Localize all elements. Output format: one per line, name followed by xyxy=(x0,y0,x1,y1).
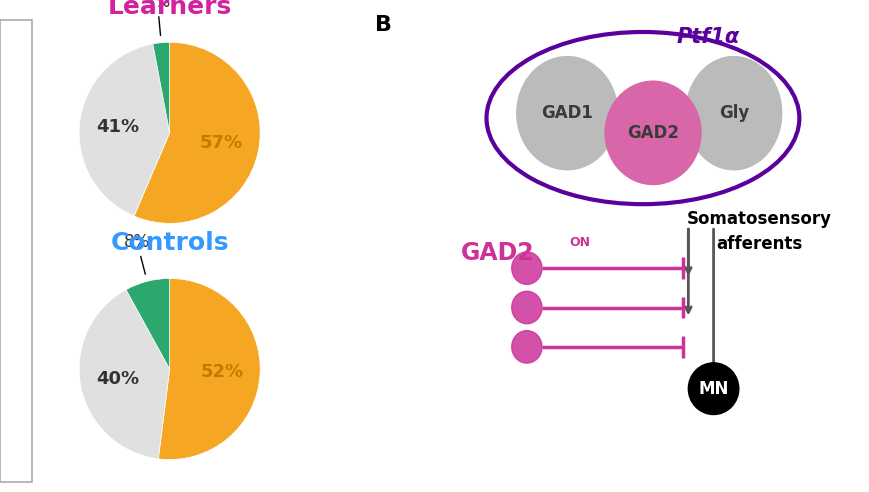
Text: Somatosensory: Somatosensory xyxy=(686,210,831,228)
Text: ON: ON xyxy=(569,236,590,248)
Text: 8%: 8% xyxy=(123,233,149,274)
Text: GAD2: GAD2 xyxy=(627,124,678,142)
Ellipse shape xyxy=(516,57,617,170)
Text: 52%: 52% xyxy=(200,363,243,381)
Ellipse shape xyxy=(511,252,541,284)
Wedge shape xyxy=(134,42,260,223)
Title: Learners: Learners xyxy=(108,0,231,19)
Ellipse shape xyxy=(687,363,738,414)
Text: MN: MN xyxy=(698,380,728,398)
Text: Gly: Gly xyxy=(718,104,748,122)
Text: 57%: 57% xyxy=(199,134,242,153)
Text: GAD2: GAD2 xyxy=(461,242,534,265)
Text: Ptf1α: Ptf1α xyxy=(676,27,740,47)
Wedge shape xyxy=(79,290,169,459)
Text: B: B xyxy=(375,15,392,35)
Text: GAD1: GAD1 xyxy=(541,104,593,122)
Text: afferents: afferents xyxy=(715,235,801,252)
Title: Controls: Controls xyxy=(110,231,229,255)
Text: 3%: 3% xyxy=(144,0,170,35)
Ellipse shape xyxy=(685,57,781,170)
Wedge shape xyxy=(126,278,169,369)
Wedge shape xyxy=(153,42,169,133)
Ellipse shape xyxy=(511,291,541,324)
Text: 40%: 40% xyxy=(96,370,140,388)
Text: 41%: 41% xyxy=(96,118,139,136)
Ellipse shape xyxy=(605,81,700,184)
Ellipse shape xyxy=(511,331,541,363)
Wedge shape xyxy=(158,278,260,460)
Wedge shape xyxy=(79,44,169,216)
